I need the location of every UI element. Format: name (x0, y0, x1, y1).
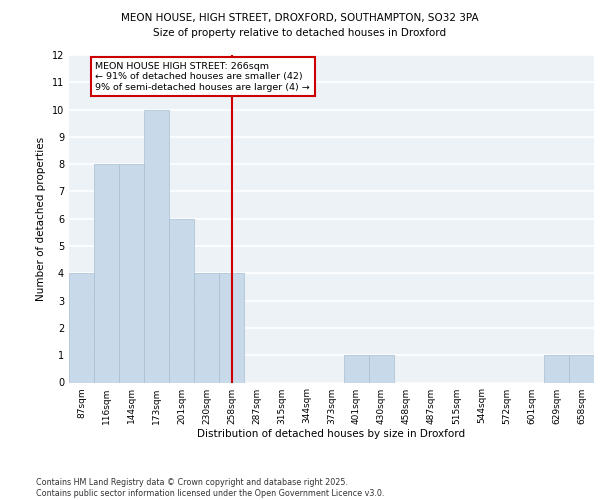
Bar (145, 110, 169, 382)
Text: Contains HM Land Registry data © Crown copyright and database right 2025.
Contai: Contains HM Land Registry data © Crown c… (36, 478, 385, 498)
Text: MEON HOUSE HIGH STREET: 266sqm
← 91% of detached houses are smaller (42)
9% of s: MEON HOUSE HIGH STREET: 266sqm ← 91% of … (95, 62, 310, 92)
Bar (94, 164, 119, 382)
Text: Size of property relative to detached houses in Droxford: Size of property relative to detached ho… (154, 28, 446, 38)
Bar (370, 355, 394, 382)
Bar (344, 355, 368, 382)
Text: MEON HOUSE, HIGH STREET, DROXFORD, SOUTHAMPTON, SO32 3PA: MEON HOUSE, HIGH STREET, DROXFORD, SOUTH… (121, 12, 479, 22)
Bar (194, 274, 218, 382)
Bar (169, 219, 194, 382)
Bar (569, 355, 593, 382)
Bar (70, 274, 94, 382)
Bar (544, 355, 569, 382)
X-axis label: Distribution of detached houses by size in Droxford: Distribution of detached houses by size … (197, 430, 466, 440)
Bar (220, 274, 244, 382)
Y-axis label: Number of detached properties: Number of detached properties (36, 136, 46, 301)
Bar (119, 164, 143, 382)
